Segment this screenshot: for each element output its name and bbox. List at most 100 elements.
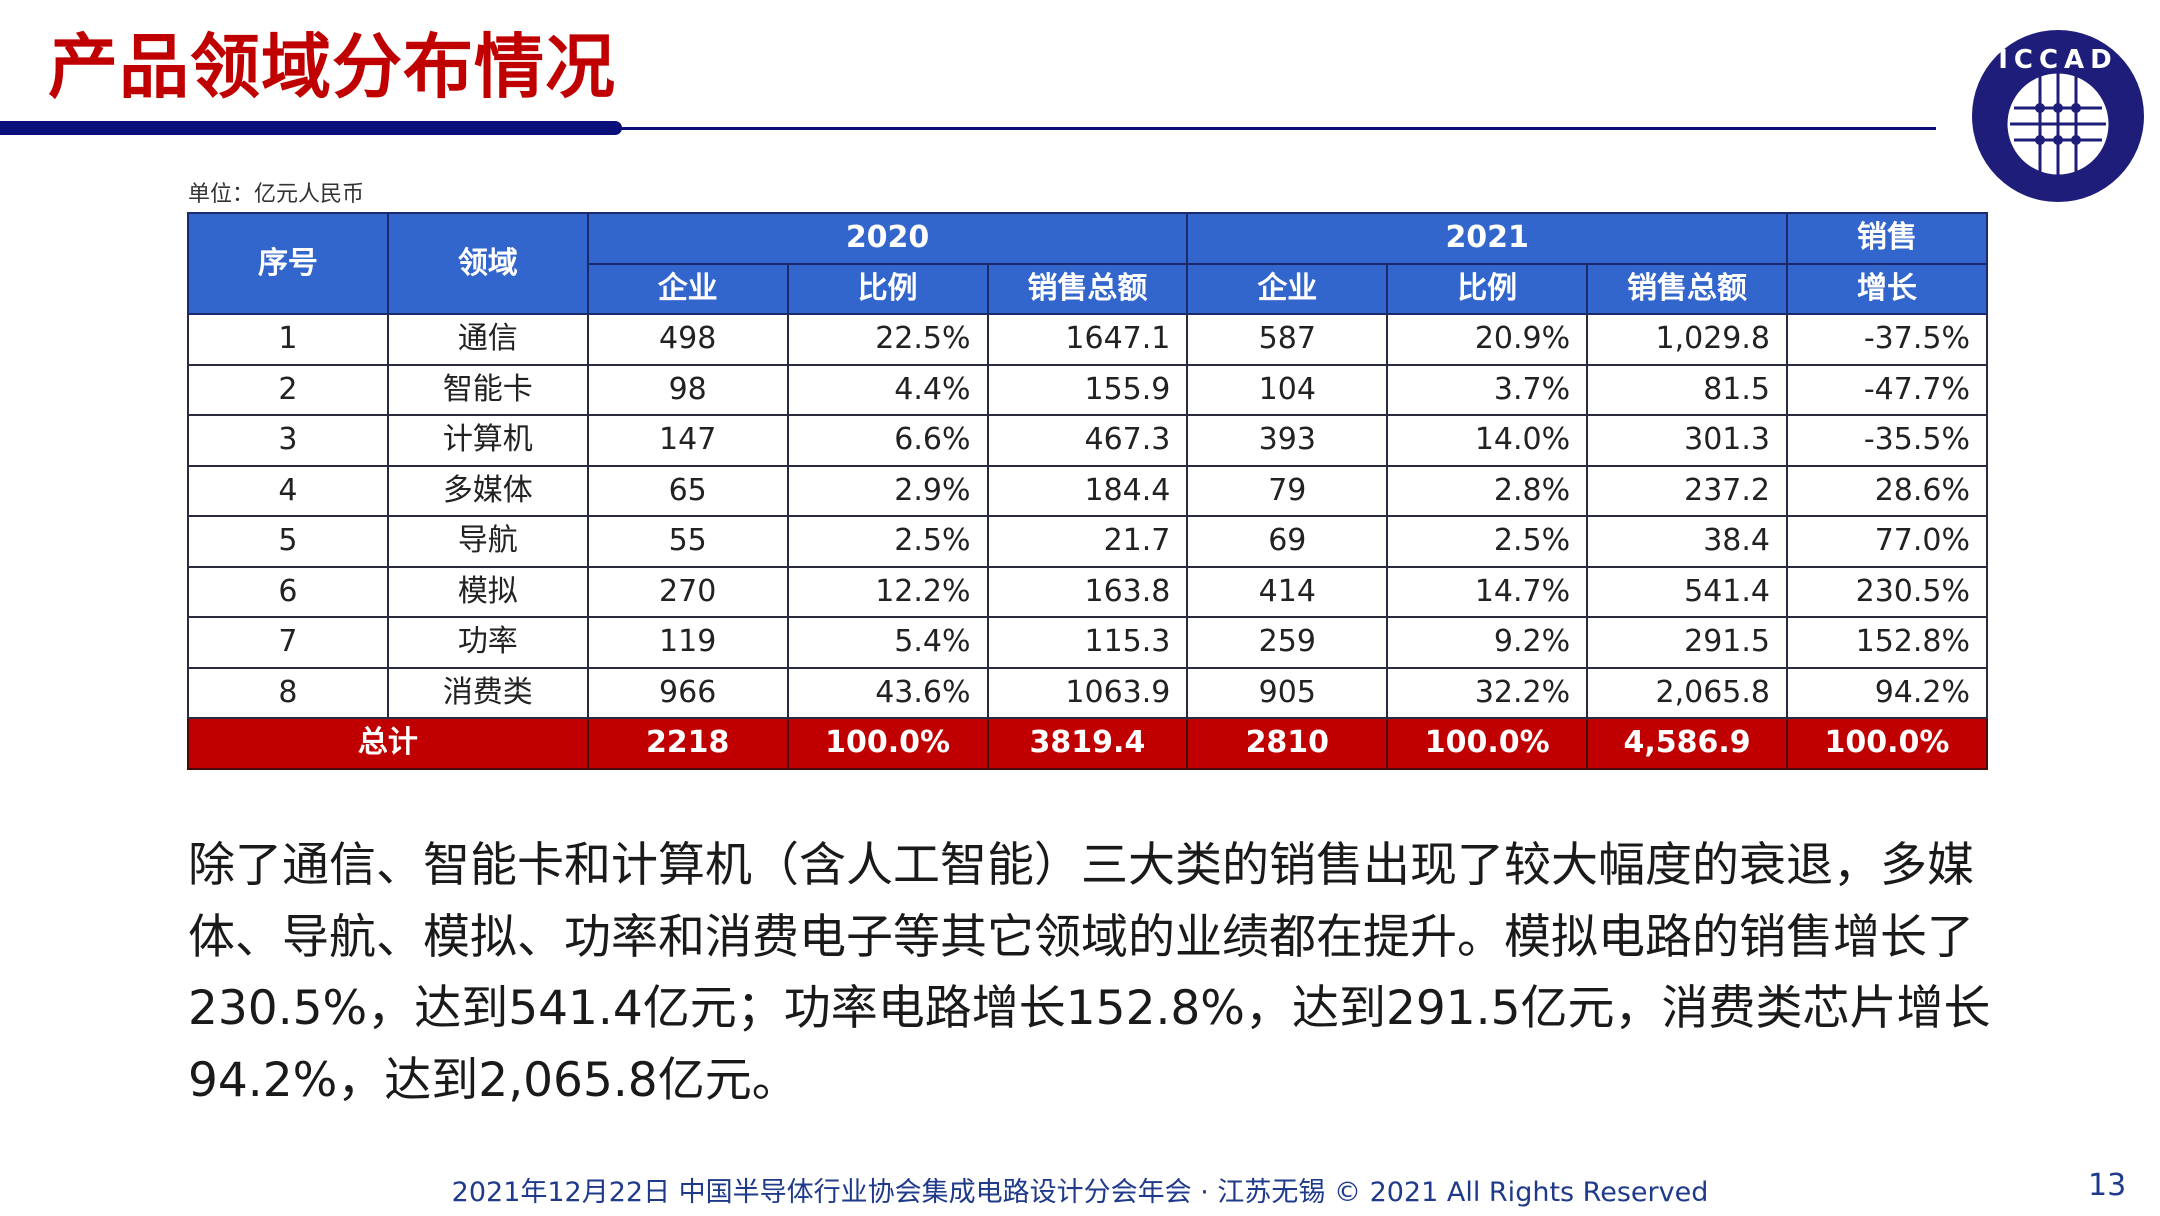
table-cell: 65: [586, 464, 789, 517]
total-cell: 3819.4: [986, 717, 1189, 770]
table-cell: 414: [1186, 565, 1389, 618]
table-cell: 14.7%: [1386, 565, 1589, 618]
table-cell: 7: [187, 616, 389, 669]
table-cell: 55: [586, 515, 789, 568]
table-cell: 270: [586, 565, 789, 618]
table-row: 7 功率 119 5.4% 115.3 259 9.2% 291.5 152.8%: [187, 616, 1988, 669]
table-cell: 12.2%: [786, 565, 989, 618]
table-cell: 79: [1186, 464, 1389, 517]
table-cell: 8: [187, 666, 389, 719]
table-cell: 6.6%: [786, 414, 989, 467]
title-rule-thin: [600, 127, 1936, 130]
table-cell: 69: [1186, 515, 1389, 568]
table-cell: 467.3: [986, 414, 1189, 467]
table-cell: 498: [586, 313, 789, 366]
table-cell: 587: [1186, 313, 1389, 366]
table-cell: 301.3: [1586, 414, 1788, 467]
table-cell: 119: [586, 616, 789, 669]
table-cell: 104: [1186, 363, 1389, 416]
table-cell: 2.8%: [1386, 464, 1589, 517]
title-rule-thick: [0, 121, 622, 135]
table-cell: 905: [1186, 666, 1389, 719]
table-cell: 4: [187, 464, 389, 517]
unit-label: 单位：亿元人民币: [188, 182, 365, 207]
table-cell: 259: [1186, 616, 1389, 669]
table-cell: 2,065.8: [1586, 666, 1788, 719]
page-number: 13: [2088, 1168, 2127, 1203]
table-cell: 智能卡: [386, 363, 589, 416]
table-cell: 导航: [386, 515, 589, 568]
total-cell: 100.0%: [1786, 717, 1988, 770]
table-cell: -35.5%: [1786, 414, 1988, 467]
table-cell: 81.5: [1586, 363, 1788, 416]
iccad-logo-icon: ICCAD: [1972, 30, 2144, 202]
table-cell: 966: [586, 666, 789, 719]
table-cell: 5: [187, 515, 389, 568]
header-sub-cell: 销售总额: [1586, 262, 1788, 315]
table-cell: 通信: [386, 313, 589, 366]
table-cell: 1063.9: [986, 666, 1189, 719]
header-growth-top: 销售: [1786, 212, 1988, 265]
table-cell: 147: [586, 414, 789, 467]
header-sub-cell: 企业: [586, 262, 789, 315]
table-cell: 393: [1186, 414, 1389, 467]
summary-paragraph: 除了通信、智能卡和计算机（含人工智能）三大类的销售出现了较大幅度的衰退，多媒体、…: [188, 838, 1991, 1108]
table-row: 2 智能卡 98 4.4% 155.9 104 3.7% 81.5 -47.7%: [187, 363, 1988, 416]
table-cell: 9.2%: [1386, 616, 1589, 669]
table-cell: 230.5%: [1786, 565, 1988, 618]
table-cell: 32.2%: [1386, 666, 1589, 719]
table-cell: -47.7%: [1786, 363, 1988, 416]
total-cell: 100.0%: [1386, 717, 1589, 770]
table-row: 3 计算机 147 6.6% 467.3 393 14.0% 301.3 -35.5%: [187, 414, 1988, 467]
total-row: 总计 2218 100.0% 3819.4 2810 100.0% 4,586.9 100.0…: [187, 717, 1988, 770]
header-2021: 2021: [1186, 212, 1788, 265]
table-cell: 2: [187, 363, 389, 416]
header-sub-cell: 比例: [786, 262, 989, 315]
table-row: 6 模拟 270 12.2% 163.8 414 14.7% 541.4 230.5%: [187, 565, 1988, 618]
table-row: 8 消费类 966 43.6% 1063.9 905 32.2% 2,065.8 94.2%: [187, 666, 1988, 719]
total-cell: 4,586.9: [1586, 717, 1788, 770]
footer-text: 2021年12月22日 中国半导体行业协会集成电路设计分会年会 · 江苏无锡 ©…: [451, 1177, 1709, 1208]
table-row: 4 多媒体 65 2.9% 184.4 79 2.8% 237.2 28.6%: [187, 464, 1988, 517]
header-2020: 2020: [586, 212, 1189, 265]
table-cell: 14.0%: [1386, 414, 1589, 467]
table-cell: 20.9%: [1386, 313, 1589, 366]
header-sub-cell: 销售总额: [986, 262, 1189, 315]
table-cell: 541.4: [1586, 565, 1788, 618]
table-cell: 3.7%: [1386, 363, 1589, 416]
total-label: 总计: [187, 717, 589, 770]
header-domain: 领域: [386, 212, 589, 315]
table-cell: 77.0%: [1786, 515, 1988, 568]
table-cell: 2.5%: [1386, 515, 1589, 568]
header-sub-cell: 增长: [1786, 262, 1988, 315]
header-index: 序号: [187, 212, 389, 315]
svg-text:ICCAD: ICCAD: [1998, 45, 2118, 75]
table-cell: 237.2: [1586, 464, 1788, 517]
total-cell: 2810: [1186, 717, 1389, 770]
table-cell: 6: [187, 565, 389, 618]
header-sub-cell: 比例: [1386, 262, 1589, 315]
table-cell: 计算机: [386, 414, 589, 467]
table-cell: 115.3: [986, 616, 1189, 669]
table-cell: 1647.1: [986, 313, 1189, 366]
table-cell: 2.5%: [786, 515, 989, 568]
slide-title: 产品领域分布情况: [48, 26, 616, 108]
total-cell: 100.0%: [786, 717, 989, 770]
table-cell: 3: [187, 414, 389, 467]
table-cell: 1: [187, 313, 389, 366]
table-cell: 163.8: [986, 565, 1189, 618]
table-cell: 28.6%: [1786, 464, 1988, 517]
table-cell: -37.5%: [1786, 313, 1988, 366]
table-cell: 2.9%: [786, 464, 989, 517]
table-cell: 1,029.8: [1586, 313, 1788, 366]
table-cell: 94.2%: [1786, 666, 1988, 719]
table-cell: 98: [586, 363, 789, 416]
table-row: 1 通信 498 22.5% 1647.1 587 20.9% 1,029.8 -37.5%: [187, 313, 1988, 366]
header-sub-cell: 企业: [1186, 262, 1389, 315]
total-cell: 2218: [586, 717, 789, 770]
table-cell: 模拟: [386, 565, 589, 618]
table-cell: 184.4: [986, 464, 1189, 517]
table-cell: 291.5: [1586, 616, 1788, 669]
table-cell: 21.7: [986, 515, 1189, 568]
